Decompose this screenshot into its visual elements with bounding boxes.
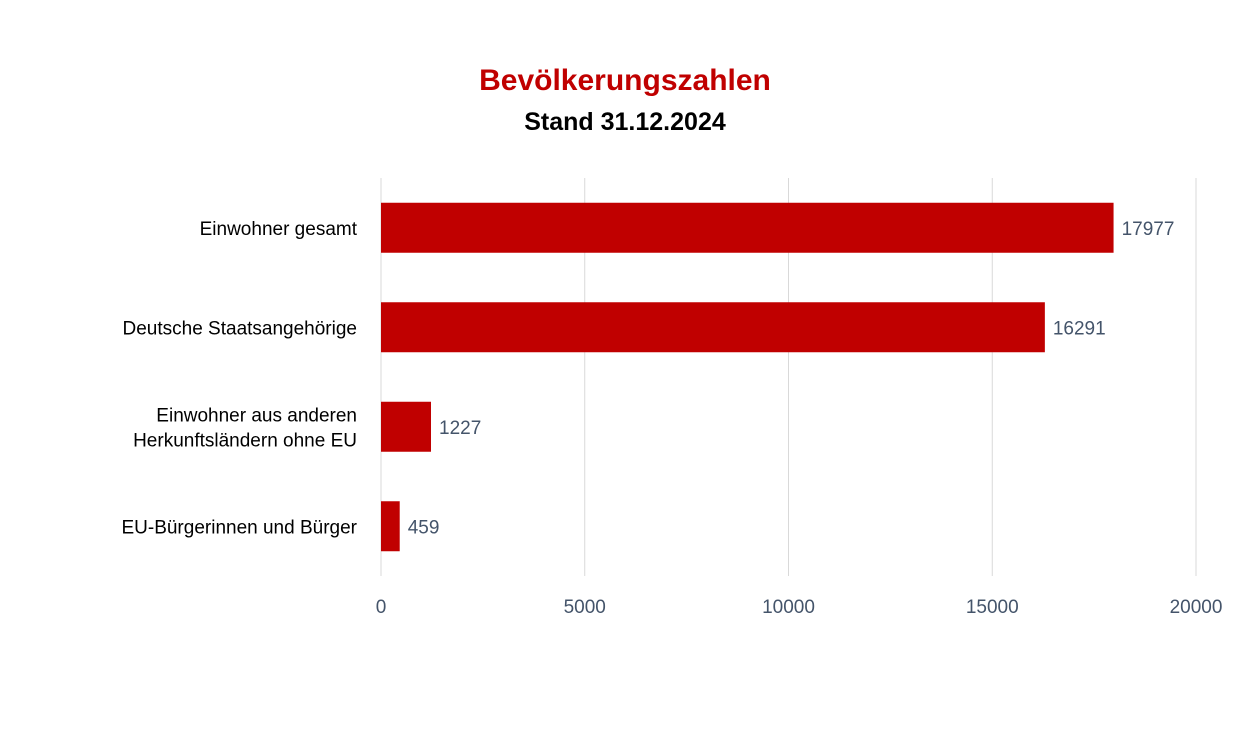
category-label: Herkunftsländern ohne EU: [133, 430, 357, 451]
data-label: 16291: [1053, 318, 1106, 339]
x-tick-label: 10000: [762, 597, 815, 618]
bars: [381, 202, 1114, 552]
data-label: 1227: [439, 418, 481, 439]
data-label: 459: [408, 517, 440, 538]
x-tick-label: 5000: [564, 597, 606, 618]
category-labels: Einwohner gesamt Deutsche Staatsangehörig…: [121, 219, 357, 539]
data-labels: 17977 16291 1227 459: [408, 219, 1175, 539]
category-label: Deutsche Staatsangehörige: [123, 318, 358, 339]
x-tick-label: 15000: [966, 597, 1019, 618]
category-label: Einwohner gesamt: [200, 219, 358, 240]
data-label: 17977: [1122, 219, 1175, 240]
category-label: EU-Bürgerinnen und Bürger: [121, 517, 357, 538]
bar: [381, 202, 1114, 253]
chart-title: Bevölkerungszahlen: [479, 64, 771, 97]
chart-subtitle: Stand 31.12.2024: [524, 108, 726, 136]
x-tick-label: 20000: [1170, 597, 1223, 618]
bar: [381, 501, 400, 552]
x-axis-ticks: 0 5000 10000 15000 20000: [376, 597, 1223, 618]
x-tick-label: 0: [376, 597, 387, 618]
bar: [381, 302, 1045, 353]
category-label: Einwohner aus anderen: [156, 405, 357, 426]
bar: [381, 401, 432, 452]
